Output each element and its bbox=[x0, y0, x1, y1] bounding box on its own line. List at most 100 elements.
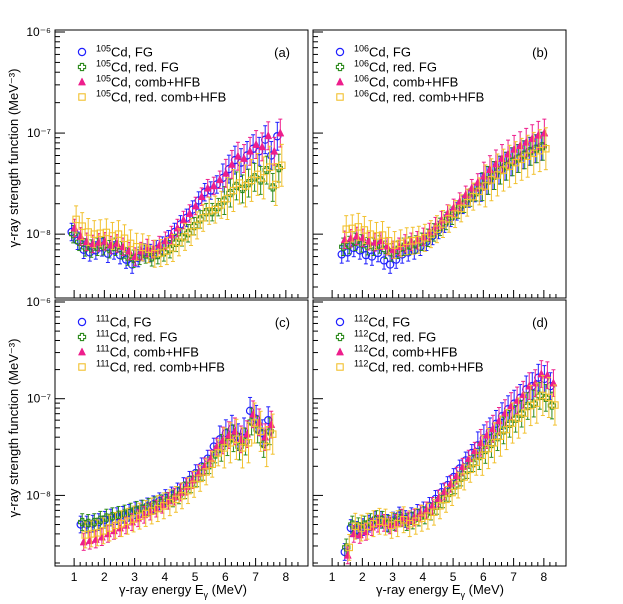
data-point bbox=[238, 444, 247, 452]
data-point bbox=[264, 131, 273, 140]
data-point bbox=[547, 401, 557, 410]
x-tick-label: 7 bbox=[252, 570, 259, 584]
data-point bbox=[345, 543, 353, 552]
data-point bbox=[159, 248, 169, 257]
data-point bbox=[262, 165, 271, 175]
data-point bbox=[232, 435, 241, 444]
legend-entry: 111Cd, comb+HFB bbox=[77, 344, 199, 360]
legend-label: 112Cd, red. comb+HFB bbox=[354, 359, 484, 375]
data-point bbox=[220, 444, 229, 452]
data-point bbox=[221, 168, 230, 177]
x-axis-title-left: γ-ray energy Eγ (MeV) bbox=[119, 582, 247, 600]
data-point bbox=[211, 205, 220, 214]
data-point bbox=[177, 233, 187, 242]
data-point bbox=[268, 430, 277, 438]
panel-label: (b) bbox=[532, 45, 548, 60]
data-point bbox=[77, 62, 87, 72]
data-point bbox=[454, 481, 462, 489]
panel-label: (c) bbox=[275, 315, 290, 330]
data-point bbox=[481, 182, 490, 190]
x-tick-label: 6 bbox=[480, 570, 487, 584]
data-point bbox=[223, 194, 232, 203]
data-point bbox=[511, 414, 520, 423]
data-point bbox=[171, 238, 181, 248]
legend-label: 106Cd, comb+HFB bbox=[354, 74, 458, 90]
data-point bbox=[258, 142, 267, 151]
data-point bbox=[534, 373, 543, 382]
legend-label: 112Cd, red. FG bbox=[354, 329, 436, 345]
legend-label: 105Cd, FG bbox=[96, 44, 153, 60]
data-point bbox=[251, 414, 261, 423]
legend-label: 105Cd, red. FG bbox=[96, 59, 179, 75]
data-point bbox=[214, 202, 223, 212]
data-point bbox=[439, 220, 447, 228]
data-point bbox=[217, 201, 226, 209]
data-point bbox=[336, 93, 344, 101]
data-point bbox=[246, 146, 255, 155]
data-point bbox=[535, 391, 544, 401]
legend-entry: 105Cd, red. FG bbox=[77, 59, 179, 75]
legend-entry: 105Cd, red. comb+HFB bbox=[78, 89, 226, 105]
data-point bbox=[256, 176, 265, 185]
data-point bbox=[493, 171, 502, 179]
data-point bbox=[393, 519, 402, 528]
x-tick-label: 2 bbox=[101, 570, 108, 584]
data-point bbox=[196, 474, 204, 483]
legend-entry: 106Cd, comb+HFB bbox=[335, 74, 458, 90]
data-point bbox=[176, 220, 185, 229]
legend-label: 105Cd, comb+HFB bbox=[96, 74, 200, 90]
data-point bbox=[77, 347, 87, 356]
data-point bbox=[367, 252, 377, 261]
data-point bbox=[220, 196, 229, 205]
data-point bbox=[475, 187, 484, 196]
data-point bbox=[77, 317, 87, 327]
data-point bbox=[360, 226, 369, 234]
x-axis-title-right: γ-ray energy Eγ (MeV) bbox=[376, 582, 504, 600]
series-red-comb-hfb bbox=[345, 374, 559, 561]
data-point bbox=[181, 233, 189, 241]
y-tick-label: 10⁻⁶ bbox=[26, 25, 51, 39]
x-tick-label: 8 bbox=[541, 570, 548, 584]
data-point bbox=[190, 480, 198, 489]
data-point bbox=[436, 502, 444, 510]
y-tick-label: 10⁻⁷ bbox=[27, 126, 51, 140]
data-point bbox=[335, 332, 345, 342]
legend-label: 111Cd, FG bbox=[96, 314, 152, 330]
data-point bbox=[505, 419, 514, 428]
data-point bbox=[178, 492, 186, 500]
legend-label: 111Cd, red. comb+HFB bbox=[96, 359, 225, 375]
data-point bbox=[533, 399, 541, 407]
legend-entry: 111Cd, FG bbox=[77, 314, 152, 330]
legend-label: 111Cd, red. FG bbox=[96, 329, 178, 345]
legend-label: 105Cd, red. comb+HFB bbox=[96, 89, 226, 105]
data-point bbox=[227, 159, 236, 168]
data-point bbox=[196, 215, 205, 224]
data-point bbox=[250, 173, 259, 182]
data-point bbox=[499, 166, 508, 174]
data-point bbox=[274, 163, 283, 173]
legend-entry: 112Cd, comb+HFB bbox=[335, 344, 458, 360]
data-point bbox=[189, 221, 199, 231]
data-point bbox=[193, 221, 201, 230]
data-point bbox=[549, 378, 558, 387]
data-point bbox=[270, 146, 279, 155]
data-point bbox=[335, 77, 345, 86]
legend-entry: 112Cd, red. comb+HFB bbox=[336, 359, 484, 375]
data-point bbox=[265, 163, 274, 171]
y-tick-label: 10⁻⁷ bbox=[27, 392, 51, 406]
data-point bbox=[487, 176, 496, 184]
legend-entry: 106Cd, red. comb+HFB bbox=[336, 89, 484, 105]
data-point bbox=[262, 442, 271, 451]
data-point bbox=[114, 510, 123, 519]
data-point bbox=[261, 135, 270, 144]
panel-label: (a) bbox=[274, 45, 290, 60]
data-point bbox=[250, 419, 259, 427]
data-point bbox=[188, 205, 197, 214]
x-tick-label: 4 bbox=[420, 570, 427, 584]
data-point bbox=[90, 517, 99, 527]
data-point bbox=[232, 181, 241, 191]
series-red-comb-hfb bbox=[342, 127, 550, 260]
